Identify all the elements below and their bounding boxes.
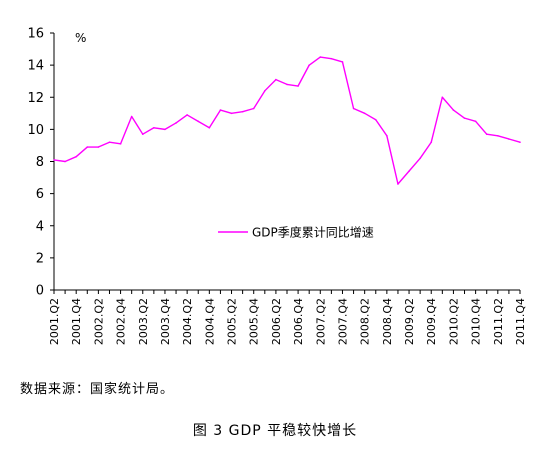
data-point [330,57,333,60]
series-layer [53,56,521,185]
data-point [397,183,399,185]
data-point [119,143,122,145]
data-point [352,107,355,110]
data-point [474,120,477,123]
x-tick-label: 2010.Q2 [447,298,460,345]
x-tick-label: 2009.Q2 [403,298,416,345]
data-point [175,122,177,124]
data-point [408,170,410,172]
x-tick-label: 2008.Q4 [381,298,394,345]
figure-caption: 图 3 GDP 平稳较快增长 [192,423,358,439]
y-tick-label: 0 [36,284,44,299]
x-tick-label: 2001.Q2 [48,298,61,345]
y-tick-label: 14 [27,59,44,74]
data-point [297,85,299,87]
data-point [308,64,310,66]
data-point [430,141,433,144]
data-point [130,115,133,118]
data-point [153,126,155,129]
data-point [75,155,77,158]
data-point [186,114,188,116]
x-tick-label: 2011.Q4 [514,298,527,345]
x-tick-label: 2002.Q4 [115,298,128,345]
data-point [108,141,111,144]
data-point [197,120,200,123]
legend: GDP季度累计同比增速 [218,225,374,240]
data-point [252,107,255,110]
y-tick-label: 2 [36,251,44,266]
x-tick-label: 2006.Q4 [292,298,305,345]
data-point [219,109,222,111]
data-point [319,56,322,58]
data-point [485,133,488,135]
x-axis: 2001.Q2 2001.Q4 2002.Q2 2002.Q4 2003.Q2 2003.… [48,289,527,345]
x-tick-label: 2002.Q2 [92,298,105,345]
data-point [275,78,277,81]
y-tick-label: 10 [27,123,44,138]
y-tick-label: 8 [36,155,44,170]
data-point [452,109,455,111]
x-tick-label: 2008.Q2 [359,298,372,345]
series-line-gdp-growth [53,56,521,185]
data-point [463,117,466,119]
data-point [374,118,377,121]
data-point [419,157,421,160]
data-point [97,146,100,148]
data-point [386,135,388,137]
x-tick-label: 2003.Q2 [137,298,150,345]
y-tick-label: 12 [27,91,44,106]
x-tick-label: 2009.Q4 [425,298,438,345]
x-tick-label: 2005.Q4 [248,298,261,345]
y-tick-label: 16 [27,27,44,42]
data-point [230,112,233,115]
data-point [141,133,144,135]
x-tick-label: 2006.Q2 [270,298,283,345]
data-point [497,135,499,137]
data-point [241,110,244,113]
data-point [286,83,288,86]
data-point [208,126,211,129]
data-point [341,61,344,63]
x-tick-label: 2005.Q2 [226,298,239,345]
x-tick-label: 2003.Q4 [159,298,172,345]
data-point [508,138,510,140]
x-tick-label: 2011.Q2 [492,298,505,345]
y-axis: 0 2 4 6 8 10 12 14 16 [27,27,55,299]
data-point [519,141,521,144]
legend-label: GDP季度累计同比增速 [252,225,374,240]
x-tick-label: 2007.Q2 [314,298,327,345]
x-tick-label: 2001.Q4 [70,298,83,345]
y-axis-unit-label: % [75,31,86,45]
data-point [264,90,266,92]
data-point [363,112,366,115]
x-tick-label: 2007.Q4 [336,298,349,345]
data-source-note: 数据来源：国家统计局。 [20,382,175,397]
data-point [441,96,444,99]
x-tick-label: 2004.Q4 [203,298,216,345]
data-point [164,128,166,131]
x-tick-label: 2010.Q4 [470,298,483,345]
data-point [64,160,66,163]
x-tick-label: 2004.Q2 [181,298,194,345]
y-tick-label: 6 [36,187,44,202]
y-tick-label: 4 [36,219,44,234]
data-point [86,146,89,148]
data-point [53,159,55,161]
gdp-growth-chart: 0 2 4 6 8 10 12 14 16 2001.Q2 2001.Q4 2002.Q2 2002.… [27,27,527,346]
